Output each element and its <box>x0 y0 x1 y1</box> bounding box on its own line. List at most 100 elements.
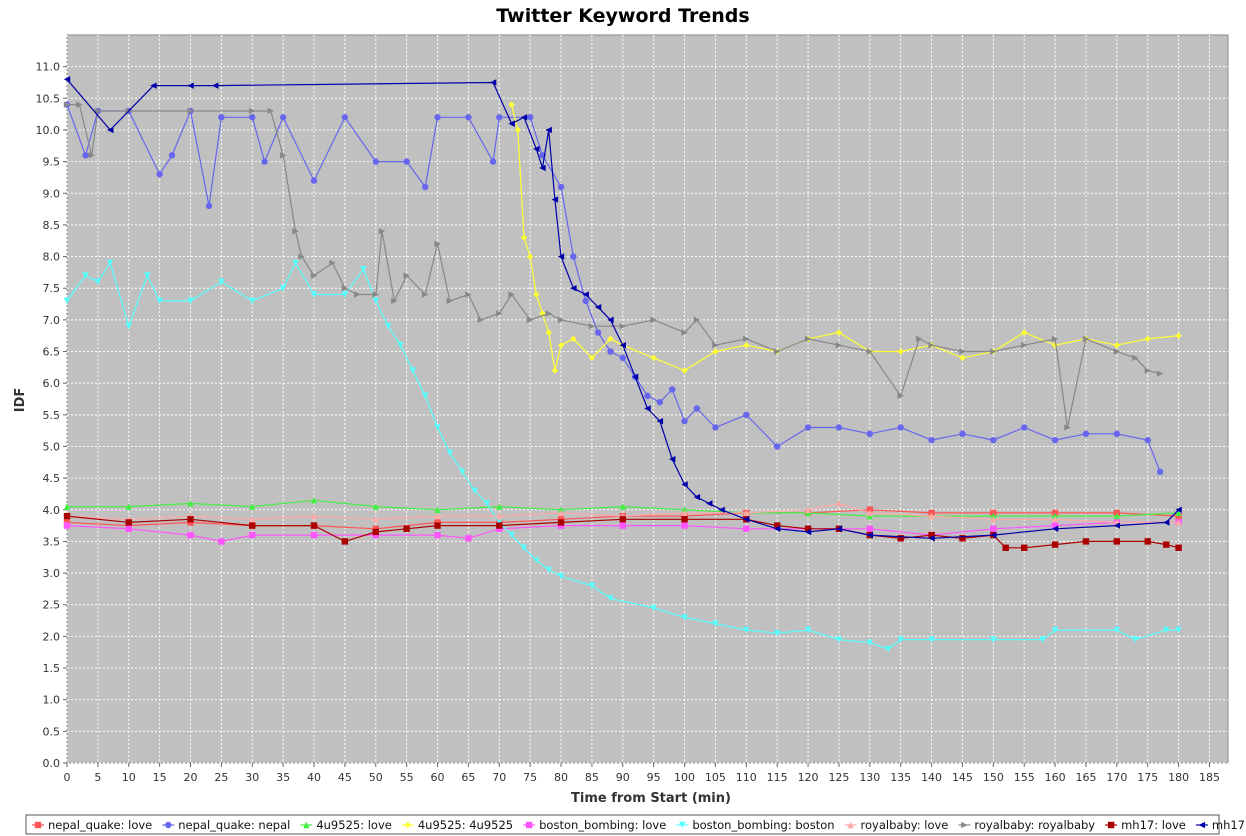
data-point <box>897 348 904 355</box>
data-point <box>835 500 843 507</box>
data-point <box>329 259 336 267</box>
data-point <box>1113 430 1121 438</box>
data-point <box>434 506 441 513</box>
data-point <box>866 348 874 355</box>
data-point <box>526 114 534 121</box>
data-point <box>508 101 515 108</box>
legend-item: royalbaby: royalbaby <box>958 818 1095 832</box>
data-point <box>526 253 534 260</box>
data-point <box>218 278 225 286</box>
data-point <box>267 107 274 115</box>
data-point <box>619 341 626 349</box>
data-point <box>205 202 213 210</box>
data-point <box>669 455 676 463</box>
data-point <box>446 449 454 457</box>
y-tick-label: 8.5 <box>43 219 61 232</box>
data-point <box>1175 626 1182 634</box>
data-point <box>545 310 552 317</box>
data-point <box>384 323 392 330</box>
x-tick-label: 5 <box>94 771 101 784</box>
data-point <box>496 114 503 121</box>
data-point <box>619 354 626 362</box>
data-point <box>434 522 441 529</box>
data-point <box>508 531 515 539</box>
data-point <box>928 436 935 444</box>
data-point <box>360 266 367 273</box>
data-point <box>187 531 194 539</box>
x-tick-label: 185 <box>1199 771 1220 784</box>
legend-marker <box>303 821 310 829</box>
data-point <box>681 481 688 488</box>
x-tick-label: 175 <box>1137 771 1158 784</box>
data-point <box>743 509 750 517</box>
x-tick-label: 130 <box>859 771 880 784</box>
data-point <box>582 297 589 305</box>
data-point <box>212 82 219 89</box>
data-point <box>1021 341 1028 349</box>
data-point <box>557 509 565 517</box>
data-point <box>588 323 596 330</box>
data-point <box>434 531 441 539</box>
data-point <box>545 126 552 134</box>
series-5 <box>63 259 1182 653</box>
data-point <box>619 522 626 529</box>
data-point <box>656 398 664 406</box>
data-point <box>279 114 287 121</box>
data-point <box>594 329 602 336</box>
data-point <box>539 164 546 172</box>
data-point <box>279 285 287 292</box>
data-point <box>125 323 132 330</box>
data-point <box>378 228 386 235</box>
data-point <box>434 240 441 248</box>
data-point <box>533 291 540 298</box>
data-point <box>897 424 904 431</box>
data-point <box>341 114 349 121</box>
legend-marker <box>1198 821 1206 829</box>
y-tick-label: 4.5 <box>43 472 61 485</box>
x-tick-label: 55 <box>400 771 414 784</box>
data-point <box>570 285 577 292</box>
data-point <box>959 354 966 362</box>
data-point <box>1163 519 1170 526</box>
data-point <box>533 557 540 564</box>
data-point <box>409 367 417 374</box>
data-point <box>1144 538 1151 545</box>
legend-marker <box>961 821 968 829</box>
data-point <box>1051 335 1059 343</box>
data-point <box>310 531 318 539</box>
data-point <box>434 114 441 121</box>
data-point <box>1051 341 1059 349</box>
data-point <box>594 304 602 311</box>
data-point <box>712 620 719 627</box>
data-point <box>866 509 874 517</box>
y-tick-label: 1.0 <box>43 694 61 707</box>
x-tick-label: 85 <box>585 771 599 784</box>
data-point <box>681 614 688 621</box>
y-tick-label: 7.5 <box>43 282 61 295</box>
data-point <box>249 522 256 529</box>
data-point <box>773 443 781 450</box>
data-point <box>706 500 713 507</box>
legend: nepal_quake: love nepal_quake: nepal 4u952… <box>32 818 1246 832</box>
data-point <box>144 272 151 279</box>
data-point <box>1144 367 1151 374</box>
data-point <box>421 392 429 400</box>
legend-label: royalbaby: royalbaby <box>974 818 1095 832</box>
data-point <box>63 297 71 305</box>
data-point <box>508 120 515 127</box>
data-point <box>520 544 528 551</box>
data-point <box>1021 544 1028 551</box>
data-point <box>477 316 484 324</box>
data-point <box>693 493 701 501</box>
data-point <box>773 522 781 529</box>
data-point <box>187 107 194 115</box>
data-point <box>310 177 318 184</box>
y-tick-label: 0.0 <box>43 757 61 770</box>
data-point <box>1175 544 1182 551</box>
data-point <box>261 158 268 165</box>
data-point <box>656 417 664 425</box>
series-line <box>66 502 1179 523</box>
legend-marker <box>525 821 533 829</box>
data-point <box>1051 525 1059 532</box>
data-point <box>650 316 657 324</box>
